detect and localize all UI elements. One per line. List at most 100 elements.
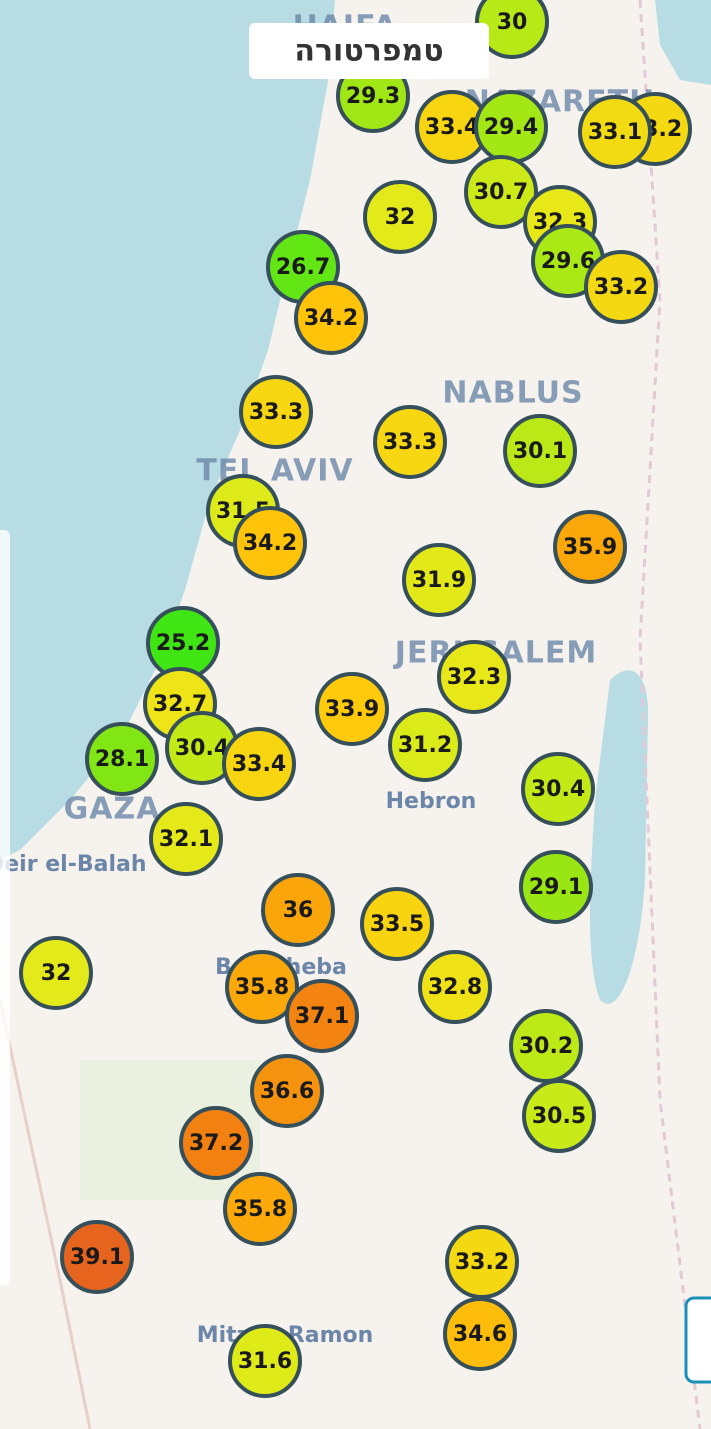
marker-circle bbox=[437, 640, 511, 714]
marker-value: 31.6 bbox=[238, 1349, 292, 1374]
marker-circle bbox=[373, 405, 447, 479]
place-label: Deir el-Balah bbox=[0, 852, 147, 877]
temperature-marker[interactable]: 33.4 bbox=[222, 727, 296, 801]
marker-circle bbox=[578, 95, 652, 169]
marker-value: 35.8 bbox=[233, 1197, 287, 1222]
temperature-marker[interactable]: 28.1 bbox=[85, 722, 159, 796]
marker-value: 32.8 bbox=[428, 975, 482, 1000]
marker-circle bbox=[228, 1324, 302, 1398]
marker-value: 39.1 bbox=[70, 1245, 124, 1270]
temperature-marker[interactable]: 32 bbox=[363, 180, 437, 254]
marker-circle bbox=[402, 543, 476, 617]
temperature-marker[interactable]: 30.4 bbox=[521, 752, 595, 826]
marker-value: 30.5 bbox=[532, 1104, 586, 1129]
temperature-marker[interactable]: 30.5 bbox=[522, 1079, 596, 1153]
marker-circle bbox=[261, 873, 335, 947]
temperature-marker[interactable]: 32.3 bbox=[437, 640, 511, 714]
temperature-marker[interactable]: 36 bbox=[261, 873, 335, 947]
marker-circle bbox=[233, 506, 307, 580]
marker-circle bbox=[222, 727, 296, 801]
marker-circle bbox=[475, 0, 549, 59]
marker-circle bbox=[225, 950, 299, 1024]
temperature-marker[interactable]: 30.2 bbox=[509, 1009, 583, 1083]
dead-sea bbox=[590, 670, 649, 1004]
marker-value: 36 bbox=[283, 898, 314, 923]
temperature-marker[interactable]: 29.1 bbox=[519, 850, 593, 924]
marker-circle bbox=[294, 281, 368, 355]
marker-value: 37.2 bbox=[189, 1131, 243, 1156]
temperature-marker[interactable]: 39.1 bbox=[60, 1220, 134, 1294]
temperature-marker[interactable]: 34.2 bbox=[294, 281, 368, 355]
marker-value: 29.3 bbox=[346, 84, 400, 109]
marker-value: 28.1 bbox=[95, 747, 149, 772]
temperature-marker[interactable]: 34.6 bbox=[443, 1297, 517, 1371]
temperature-marker[interactable]: 33.2 bbox=[584, 250, 658, 324]
marker-value: 30.2 bbox=[519, 1034, 573, 1059]
marker-value: 31.9 bbox=[412, 568, 466, 593]
marker-value: 32 bbox=[385, 205, 416, 230]
temperature-marker[interactable]: 36.6 bbox=[250, 1054, 324, 1128]
temperature-marker[interactable]: 32.8 bbox=[418, 950, 492, 1024]
marker-circle bbox=[315, 672, 389, 746]
marker-value: 34.2 bbox=[243, 531, 297, 556]
marker-value: 32.1 bbox=[159, 827, 213, 852]
temperature-marker[interactable]: 33.9 bbox=[315, 672, 389, 746]
marker-value: 30 bbox=[497, 10, 528, 35]
border bbox=[638, 0, 702, 1429]
title: טמפרטורה bbox=[294, 34, 443, 69]
marker-circle bbox=[445, 1225, 519, 1299]
temperature-marker[interactable]: 37.2 bbox=[179, 1106, 253, 1180]
marker-value: 29.6 bbox=[541, 249, 595, 274]
marker-circle bbox=[464, 155, 538, 229]
marker-value: 33.3 bbox=[249, 400, 303, 425]
marker-circle bbox=[223, 1172, 297, 1246]
border bbox=[0, 999, 92, 1429]
temperature-marker[interactable]: 25.2 bbox=[146, 606, 220, 680]
marker-circle bbox=[388, 708, 462, 782]
temperature-marker[interactable]: 32 bbox=[19, 936, 93, 1010]
marker-circle bbox=[522, 1079, 596, 1153]
temperature-marker[interactable]: 31.9 bbox=[402, 543, 476, 617]
marker-value: 32 bbox=[41, 961, 72, 986]
marker-value: 33.4 bbox=[425, 115, 479, 140]
marker-circle bbox=[239, 375, 313, 449]
temperature-marker[interactable]: 31.6 bbox=[228, 1324, 302, 1398]
temperature-marker[interactable]: 35.8 bbox=[225, 950, 299, 1024]
temperature-marker[interactable]: 33.2 bbox=[445, 1225, 519, 1299]
marker-circle bbox=[85, 722, 159, 796]
temperature-marker[interactable]: 33.4 bbox=[415, 90, 489, 164]
temperature-marker[interactable]: 31.2 bbox=[388, 708, 462, 782]
temperature-marker[interactable]: 30 bbox=[475, 0, 549, 59]
marker-circle bbox=[519, 850, 593, 924]
temperature-marker[interactable]: 33.1 bbox=[578, 95, 652, 169]
side-panel bbox=[0, 530, 10, 1285]
marker-value: 33.5 bbox=[370, 912, 424, 937]
temperature-marker[interactable]: 37.1 bbox=[285, 979, 359, 1053]
marker-value: 31.2 bbox=[398, 733, 452, 758]
temperature-marker[interactable]: 33.5 bbox=[360, 887, 434, 961]
marker-value: 33.4 bbox=[232, 752, 286, 777]
temperature-marker[interactable]: 33.3 bbox=[239, 375, 313, 449]
marker-value: 30.7 bbox=[474, 180, 528, 205]
temperature-marker[interactable]: 30.1 bbox=[503, 414, 577, 488]
temperature-marker[interactable]: 34.2 bbox=[233, 506, 307, 580]
marker-value: 29.4 bbox=[484, 115, 538, 140]
marker-circle bbox=[149, 802, 223, 876]
marker-value: 29.1 bbox=[529, 875, 583, 900]
temperature-marker[interactable]: 35.9 bbox=[553, 510, 627, 584]
temperature-marker[interactable]: 29.4 bbox=[474, 90, 548, 164]
marker-circle bbox=[250, 1054, 324, 1128]
temperature-marker[interactable]: 30.7 bbox=[464, 155, 538, 229]
side-button[interactable] bbox=[684, 1296, 711, 1384]
marker-value: 34.6 bbox=[453, 1322, 507, 1347]
temperature-marker[interactable]: 33.3 bbox=[373, 405, 447, 479]
marker-circle bbox=[179, 1106, 253, 1180]
marker-value: 32.3 bbox=[447, 665, 501, 690]
place-label: GAZA bbox=[64, 792, 161, 827]
place-label: Hebron bbox=[386, 789, 477, 814]
marker-circle bbox=[553, 510, 627, 584]
temperature-marker[interactable]: 32.1 bbox=[149, 802, 223, 876]
marker-value: 33.1 bbox=[588, 120, 642, 145]
temperature-marker[interactable]: 35.8 bbox=[223, 1172, 297, 1246]
